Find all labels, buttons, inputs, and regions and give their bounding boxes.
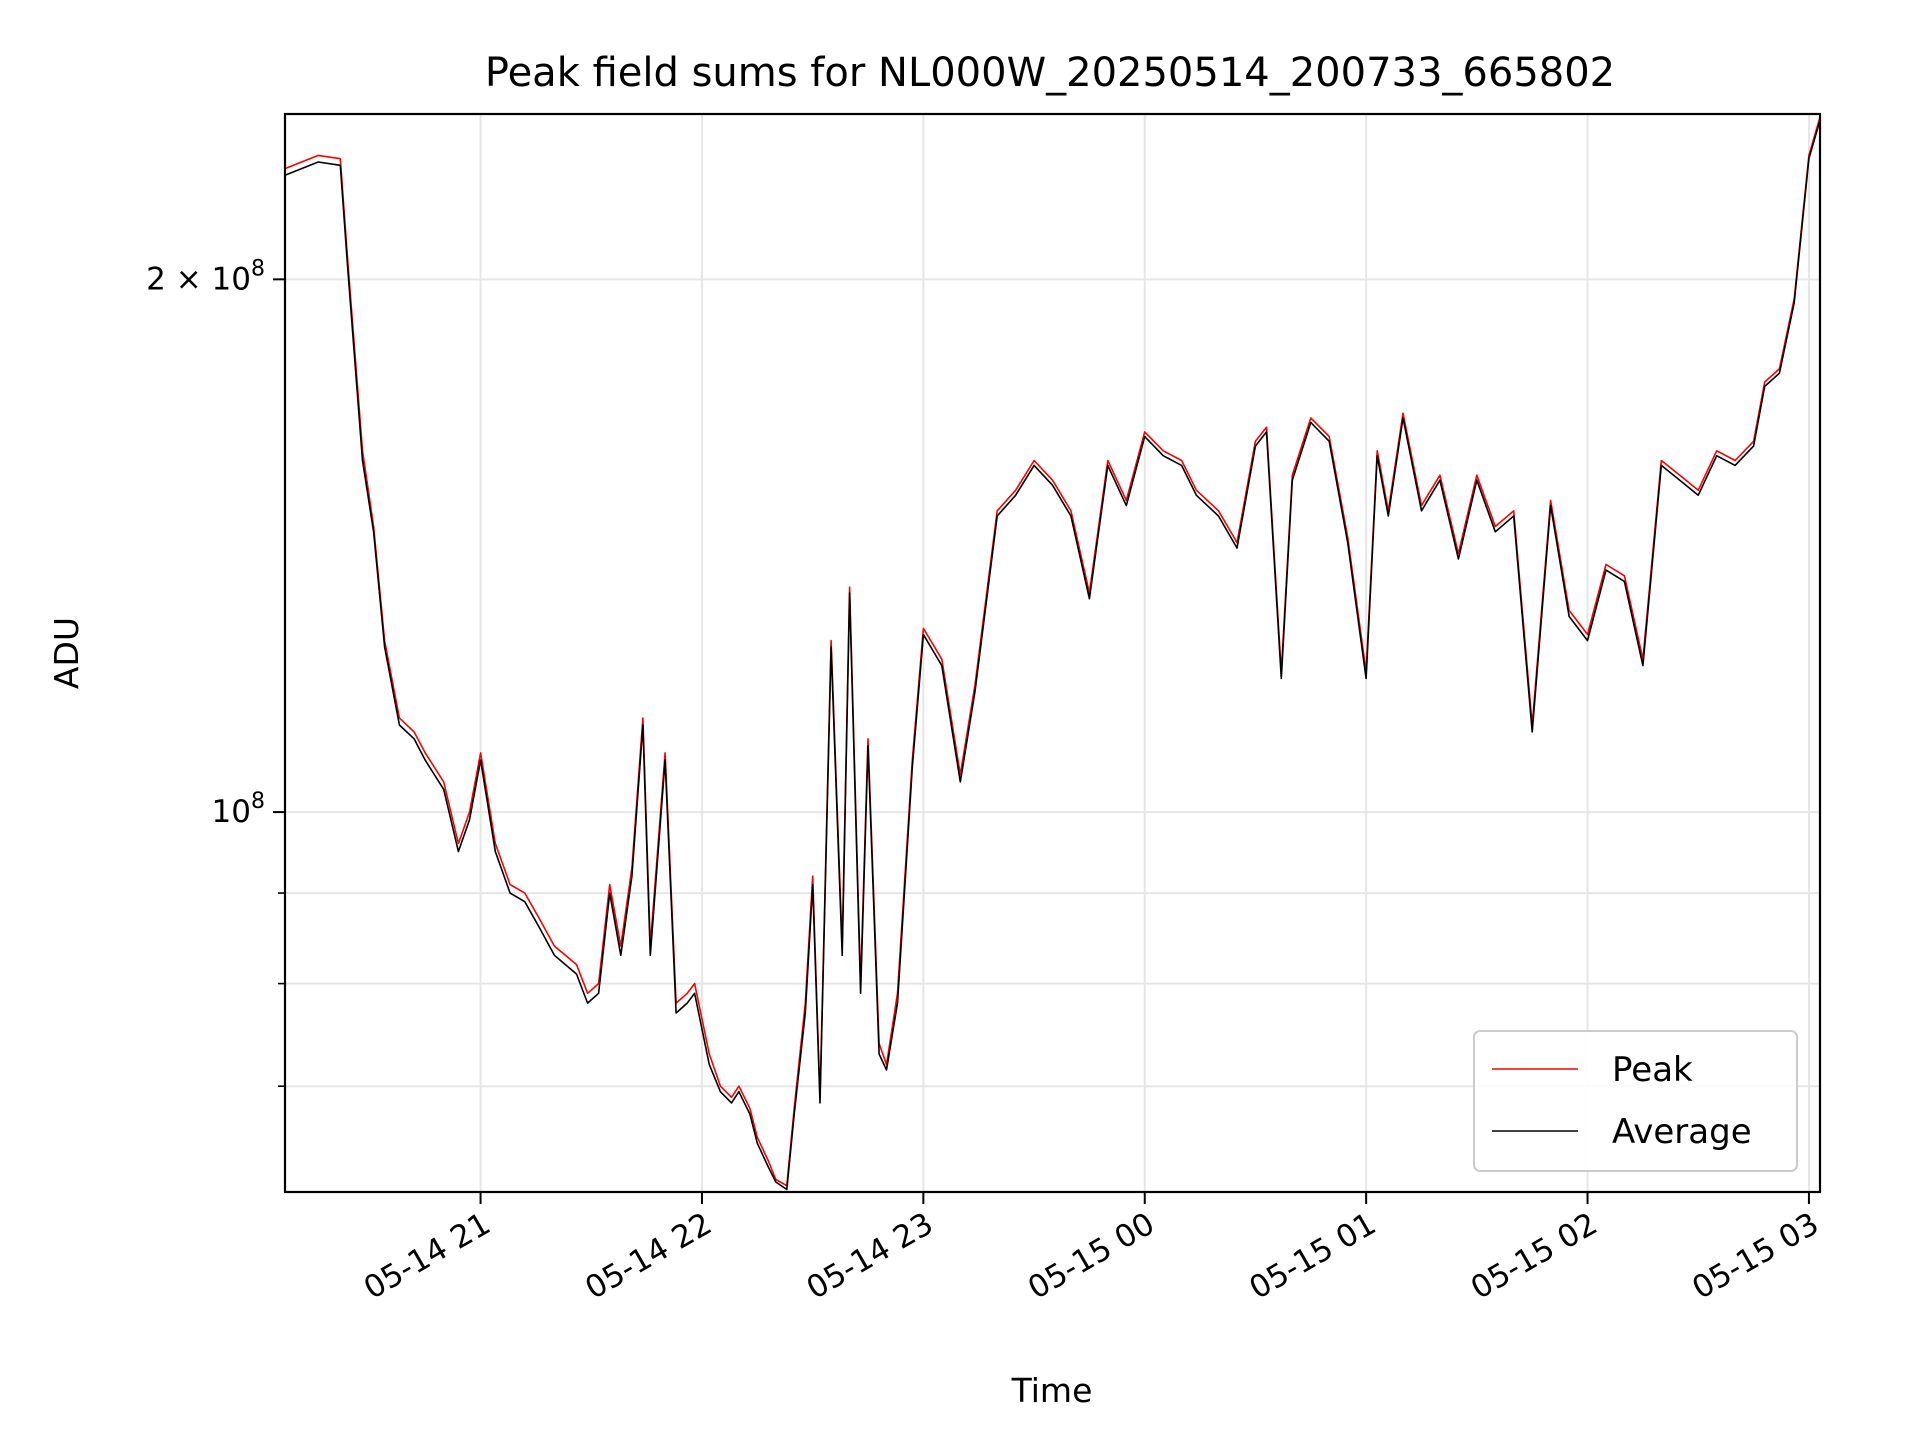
x-tick-label: 05-14 23: [801, 1206, 940, 1307]
series-layer: [284, 116, 1821, 1191]
x-tick-label: 05-15 03: [1686, 1206, 1825, 1307]
y-tick-label: 2 × 108: [146, 256, 265, 297]
x-tick-label: 05-15 02: [1465, 1206, 1604, 1307]
y-tick-label: 108: [212, 789, 265, 830]
chart-title: Peak field sums for NL000W_20250514_2007…: [485, 50, 1615, 96]
series-line-average: [284, 119, 1821, 1191]
x-axis-title: Time: [1011, 1371, 1093, 1410]
legend-label-peak: Peak: [1612, 1050, 1693, 1090]
x-tick-label: 05-15 00: [1022, 1206, 1161, 1307]
legend-label-average: Average: [1612, 1112, 1752, 1152]
y-axis-title: ADU: [47, 617, 86, 689]
x-tick-label: 05-15 01: [1243, 1206, 1382, 1307]
legend: Peak Average: [1473, 1030, 1798, 1172]
series-line-peak: [284, 116, 1821, 1187]
x-tick-label: 05-14 22: [579, 1206, 718, 1307]
plot-frame: [283, 112, 1822, 1194]
legend-box: [1473, 1030, 1798, 1172]
x-tick-label: 05-14 21: [358, 1206, 497, 1307]
